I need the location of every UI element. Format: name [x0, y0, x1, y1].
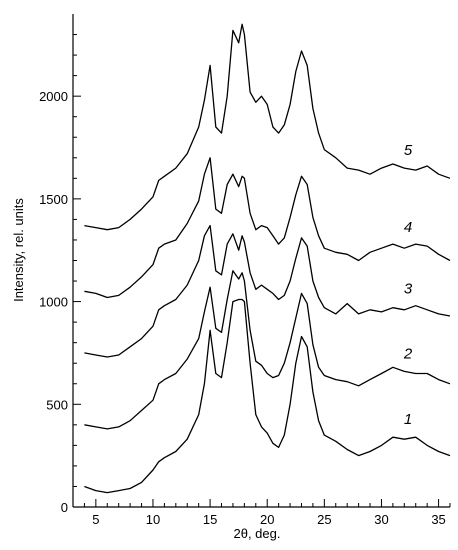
series-5-label: 5	[404, 142, 413, 159]
x-tick-label: 25	[317, 512, 331, 527]
x-tick-label: 5	[92, 512, 99, 527]
x-tick-label: 15	[203, 512, 217, 527]
series-2-line	[84, 270, 451, 430]
x-tick-label: 20	[260, 512, 274, 527]
series-1-line	[84, 298, 451, 494]
y-tick-label: 1500	[39, 192, 68, 207]
y-axis-label: Intensity, rel. units	[11, 198, 26, 302]
series-1-label: 1	[404, 411, 412, 428]
y-tick-label: 2000	[39, 89, 68, 104]
series-3-line	[84, 224, 451, 358]
series-4-line	[84, 157, 451, 299]
y-tick-label: 0	[61, 500, 68, 515]
series-3-label: 3	[404, 281, 413, 298]
series-5-line	[84, 23, 451, 231]
series-4-label: 4	[404, 219, 412, 236]
x-tick-label: 30	[374, 512, 388, 527]
x-tick-label: 10	[146, 512, 160, 527]
x-axis-label: 2θ, deg.	[234, 526, 281, 541]
y-tick-label: 500	[46, 397, 68, 412]
plot-area: 1 2 3 4 5	[84, 23, 451, 494]
x-tick-label: 35	[431, 512, 445, 527]
y-tick-label: 1000	[39, 295, 68, 310]
series-2-label: 2	[403, 345, 413, 362]
